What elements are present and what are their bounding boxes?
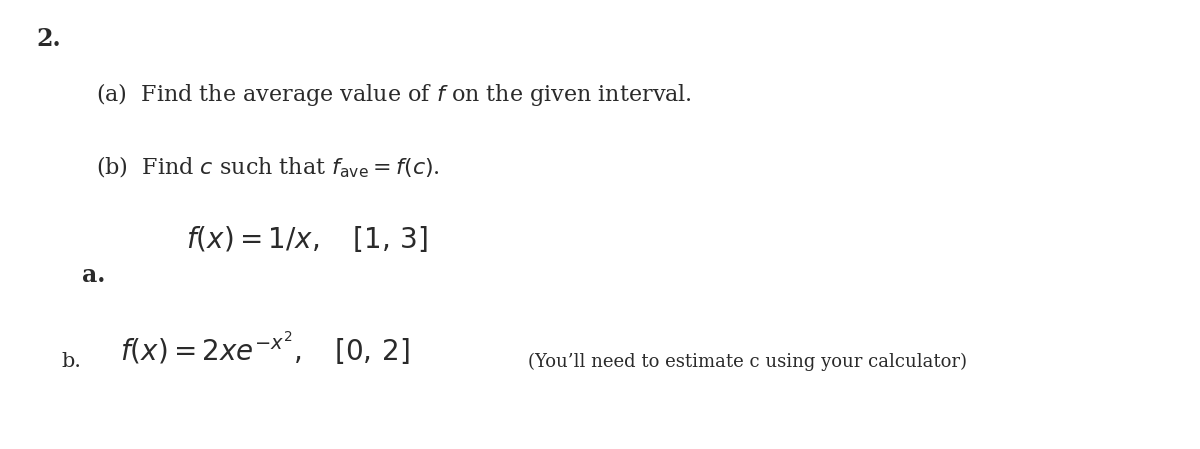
Text: b.: b. (61, 352, 82, 371)
Text: $f(x) = 2xe^{-x^2}, \quad [0,\, 2]$: $f(x) = 2xe^{-x^2}, \quad [0,\, 2]$ (120, 330, 409, 367)
Text: (a)  Find the average value of $f$ on the given interval.: (a) Find the average value of $f$ on the… (96, 81, 692, 108)
Text: (b)  Find $c$ such that $f_{\mathrm{ave}} = f(c)$.: (b) Find $c$ such that $f_{\mathrm{ave}}… (96, 155, 440, 180)
Text: $f(x) = 1/x, \quad [1,\, 3]$: $f(x) = 1/x, \quad [1,\, 3]$ (186, 224, 428, 255)
Text: (You’ll need to estimate c using your calculator): (You’ll need to estimate c using your ca… (528, 352, 967, 371)
Text: 2.: 2. (36, 27, 61, 51)
Text: a.: a. (82, 263, 104, 286)
